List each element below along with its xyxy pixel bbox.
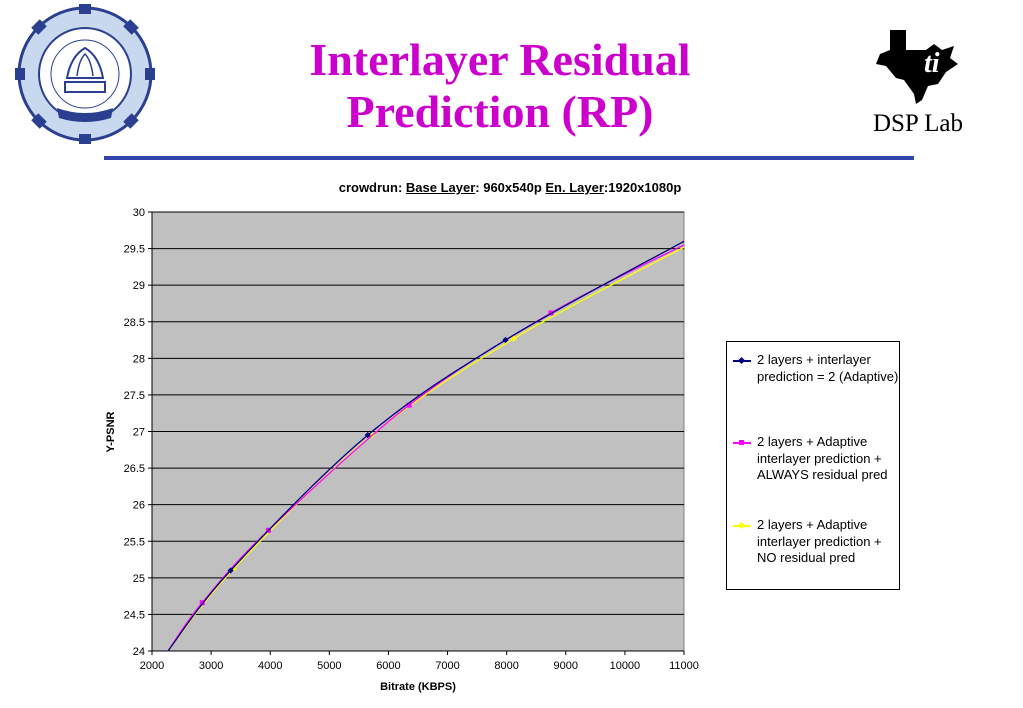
series-group bbox=[167, 240, 685, 652]
slide-title-line-1: Interlayer Residual bbox=[309, 34, 691, 85]
svg-text:ti: ti bbox=[924, 48, 940, 79]
slide-title-line-2: Prediction (RP) bbox=[346, 86, 654, 137]
y-tick-label: 29 bbox=[133, 280, 145, 292]
series-1-point bbox=[502, 336, 509, 344]
legend-item-series-2: 2 layers + Adaptive interlayer predictio… bbox=[731, 434, 899, 484]
legend-item-series-3: 2 layers + Adaptive interlayer predictio… bbox=[731, 517, 899, 567]
y-tick-label: 25 bbox=[133, 573, 145, 585]
y-tick-label: 27.5 bbox=[124, 390, 145, 402]
y-tick-label: 28 bbox=[133, 353, 145, 365]
chart-title-en-value: :1920x1080p bbox=[603, 180, 682, 195]
legend-swatch-series-2 bbox=[733, 440, 751, 445]
title-divider bbox=[104, 156, 914, 160]
x-tick-label: 7000 bbox=[435, 660, 459, 672]
series-2-point bbox=[406, 402, 412, 408]
chart-title-base-label: Base Layer bbox=[405, 180, 476, 195]
legend-swatch-series-3 bbox=[733, 521, 751, 530]
slide-title: Interlayer Residual Prediction (RP) bbox=[250, 34, 750, 138]
texas-logo: ti bbox=[876, 30, 958, 104]
series-1-point bbox=[227, 567, 234, 574]
x-tick-label: 10000 bbox=[610, 660, 641, 672]
x-tick-label: 5000 bbox=[317, 660, 341, 672]
legend-swatch-series-1 bbox=[733, 356, 751, 365]
x-tick-label: 2000 bbox=[140, 660, 164, 672]
x-tick-label: 6000 bbox=[376, 660, 400, 672]
lab-name: DSP Lab bbox=[872, 110, 964, 137]
y-tick-label: 30 bbox=[133, 207, 145, 219]
y-tick-label: 26 bbox=[133, 500, 145, 512]
y-tick-label: 28.5 bbox=[124, 317, 145, 329]
series-1-point bbox=[364, 432, 371, 439]
chart-title-en-label: En. Layer bbox=[545, 180, 604, 195]
y-tick-label: 26.5 bbox=[124, 463, 145, 475]
grid-lines bbox=[152, 211, 684, 652]
y-tick-label: 27 bbox=[133, 427, 145, 439]
chart-title-base-value: : 960x540p bbox=[475, 180, 546, 195]
y-tick-label: 24 bbox=[133, 646, 145, 658]
y-tick-label: 25.5 bbox=[124, 536, 145, 548]
y-tick-label: 29.5 bbox=[124, 244, 145, 256]
x-tick-label: 3000 bbox=[199, 660, 223, 672]
legend-item-series-1: 2 layers + interlayer prediction = 2 (Ad… bbox=[731, 352, 899, 385]
x-tick-label: 9000 bbox=[554, 660, 578, 672]
y-axis-title: Y-PSNR bbox=[105, 411, 117, 452]
axes: 24 24.5 25 25.5 26 26.5 27 27.5 28 28.5 29 29.5 30 20… bbox=[124, 207, 699, 672]
institute-seal-logo bbox=[15, 4, 155, 144]
series-1-line bbox=[167, 240, 685, 652]
x-axis-title: Bitrate (KBPS) bbox=[380, 681, 456, 693]
x-tick-label: 4000 bbox=[258, 660, 282, 672]
y-tick-label: 24.5 bbox=[124, 609, 145, 621]
chart-title-prefix: crowdrun: bbox=[338, 180, 406, 195]
chart-title: crowdrun: Base Layer: 960x540p En. Layer… bbox=[150, 180, 870, 195]
legend-label-series-2: 2 layers + Adaptive interlayer predictio… bbox=[757, 434, 888, 482]
legend-label-series-3: 2 layers + Adaptive interlayer predictio… bbox=[757, 517, 882, 565]
legend-label-series-1: 2 layers + interlayer prediction = 2 (Ad… bbox=[757, 352, 899, 384]
x-tick-label: 8000 bbox=[494, 660, 518, 672]
series-2-point bbox=[199, 600, 205, 606]
x-tick-label: 11000 bbox=[669, 660, 699, 672]
chart-legend: 2 layers + interlayer prediction = 2 (Ad… bbox=[726, 341, 900, 590]
